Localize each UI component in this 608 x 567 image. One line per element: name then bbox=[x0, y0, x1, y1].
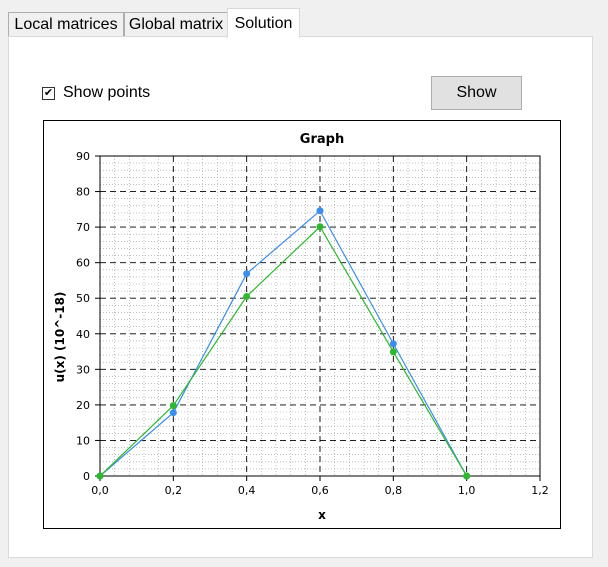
checkmark-icon: ✔ bbox=[43, 86, 54, 99]
series-1-point bbox=[316, 207, 324, 215]
y-tick-label: 10 bbox=[76, 434, 90, 447]
tab-global-matrix[interactable]: Global matrix bbox=[124, 12, 228, 36]
series-2-point bbox=[389, 348, 397, 356]
series-2-point bbox=[96, 472, 104, 480]
series-2-point bbox=[243, 292, 251, 300]
plot-area-border bbox=[99, 155, 541, 477]
tab-label: Local matrices bbox=[14, 15, 118, 33]
y-tick-label: 0 bbox=[83, 470, 90, 483]
series-line-2 bbox=[99, 225, 468, 477]
y-tick-label: 90 bbox=[76, 150, 90, 163]
show-button[interactable]: Show bbox=[431, 76, 522, 110]
series-1-point bbox=[243, 270, 251, 278]
chart-frame: Graph x u(x) (10^-18) 0,0 0,2 0,4 0,6 0,8 1,0… bbox=[43, 120, 561, 529]
x-tick-label: 1,0 bbox=[458, 484, 476, 497]
chart-title: Graph bbox=[300, 132, 344, 147]
y-tick-label: 60 bbox=[76, 257, 90, 270]
y-tick-label: 20 bbox=[76, 399, 90, 412]
y-tick-label: 30 bbox=[76, 363, 90, 376]
y-tick-label: 50 bbox=[76, 292, 90, 305]
x-tick-label: 0,4 bbox=[238, 484, 256, 497]
series-1-point bbox=[169, 409, 177, 417]
series-2-point bbox=[169, 402, 177, 410]
show-points-checkbox[interactable]: ✔ bbox=[42, 86, 55, 100]
show-points-option[interactable]: ✔ Show points bbox=[42, 84, 150, 102]
series-1-point bbox=[389, 340, 397, 348]
y-tick-label: 40 bbox=[76, 328, 90, 341]
series-line-1 bbox=[99, 209, 468, 477]
tab-label: Solution bbox=[234, 14, 293, 32]
x-tick-label: 0,0 bbox=[91, 484, 109, 497]
x-axis-label: x bbox=[318, 508, 326, 522]
tab-local-matrices[interactable]: Local matrices bbox=[8, 12, 124, 36]
y-tick-label: 70 bbox=[76, 221, 90, 234]
series-2-point bbox=[316, 223, 324, 231]
series-2-point bbox=[463, 472, 471, 480]
x-tick-label: 0,6 bbox=[311, 484, 329, 497]
tab-strip: Local matrices Global matrix Solution bbox=[8, 8, 600, 38]
x-tick-label: 0,8 bbox=[385, 484, 403, 497]
x-tick-label: 0,2 bbox=[165, 484, 183, 497]
show-points-label: Show points bbox=[63, 84, 151, 101]
solution-chart: Graph x u(x) (10^-18) 0,0 0,2 0,4 0,6 0,8 1,0… bbox=[53, 132, 549, 522]
tab-solution[interactable]: Solution bbox=[227, 8, 300, 38]
x-tick-label: 1,2 bbox=[531, 484, 549, 497]
tab-label: Global matrix bbox=[128, 15, 224, 33]
y-tick-label: 80 bbox=[76, 186, 90, 199]
y-axis-label: u(x) (10^-18) bbox=[53, 292, 67, 383]
